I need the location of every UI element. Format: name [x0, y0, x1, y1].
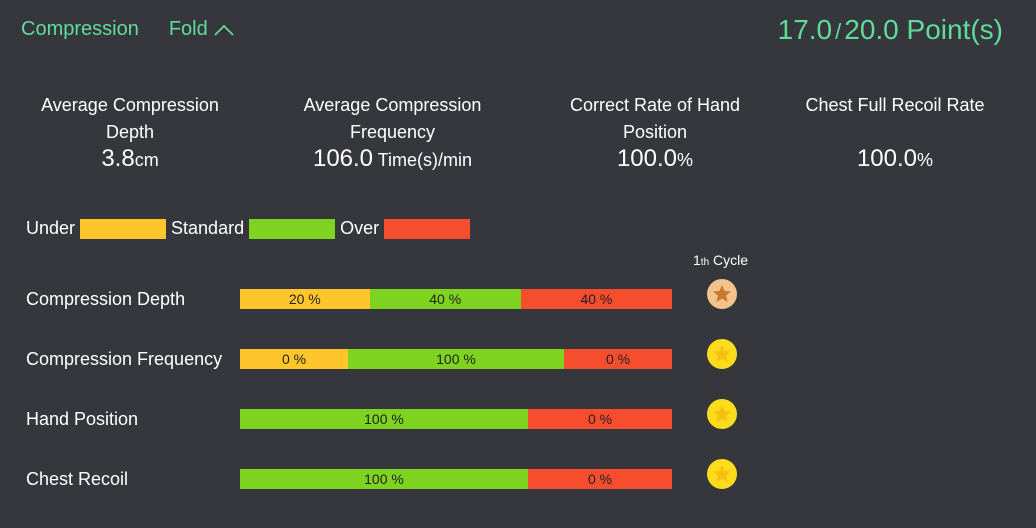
distribution-bar: 0 % 100 % 0 % — [240, 349, 672, 369]
stat-label: Average Compression Frequency — [303, 95, 482, 142]
stat-label: Average Compression Depth — [41, 95, 219, 142]
star-medal-icon — [707, 339, 737, 369]
row-label: Hand Position — [26, 409, 139, 429]
bar-segment-under: 0 % — [240, 349, 348, 369]
stat-value: 106.0 Time(s)/min — [312, 145, 473, 172]
stat-value: 100.0% — [616, 145, 694, 172]
row-label: Chest Recoil — [26, 469, 129, 489]
star-medal-icon — [707, 399, 737, 429]
stat-item: Chest Full Recoil Rate 100.0% — [790, 92, 1000, 174]
fold-label: Fold — [168, 18, 208, 40]
bar-segment-under: 20 % — [240, 289, 370, 309]
star-medal-icon — [707, 279, 737, 309]
bar-segment-standard: 100 % — [240, 409, 528, 429]
bar-segment-over: 40 % — [520, 289, 672, 309]
stat-item: Average Compression Depth 3.8cm — [30, 92, 230, 174]
score: 17.0/20.0 Point(s) — [777, 14, 1003, 45]
row-label: Compression Frequency — [26, 349, 223, 369]
section-header: Compression Fold — [21, 18, 234, 41]
legend-label: Standard — [171, 218, 245, 238]
stat-value: 100.0% — [856, 145, 934, 172]
distribution-bar: 100 % 0 % — [240, 409, 672, 429]
stat-item: Average Compression Frequency 106.0 Time(… — [290, 92, 495, 174]
star-medal-icon — [707, 459, 737, 489]
stat-label: Correct Rate of Hand Position — [569, 95, 741, 142]
chevron-up-icon — [214, 24, 234, 36]
row-label: Compression Depth — [26, 289, 186, 309]
stat-item: Correct Rate of Hand Position 100.0% — [555, 92, 755, 174]
legend-label: Under — [26, 218, 76, 238]
bar-segment-standard: 100 % — [240, 469, 528, 489]
cycle-label: 1th Cycle — [693, 252, 749, 268]
bar-segment-over: 0 % — [528, 469, 672, 489]
bar-segment-standard: 40 % — [369, 289, 521, 309]
stat-value: 3.8cm — [101, 145, 159, 172]
stat-label: Chest Full Recoil Rate — [805, 95, 985, 115]
section-title: Compression — [21, 18, 139, 40]
legend-swatch — [80, 218, 167, 239]
distribution-bar: 20 % 40 % 40 % — [240, 289, 672, 309]
bar-segment-over: 0 % — [528, 409, 672, 429]
legend-swatch — [249, 218, 336, 239]
bar-segment-standard: 100 % — [348, 349, 564, 369]
bar-segment-over: 0 % — [564, 349, 672, 369]
legend-swatch — [384, 218, 471, 239]
legend-label: Over — [340, 218, 380, 238]
distribution-bar: 100 % 0 % — [240, 469, 672, 489]
fold-toggle[interactable]: Fold — [169, 18, 234, 41]
legend: Under Standard Over — [26, 218, 475, 239]
